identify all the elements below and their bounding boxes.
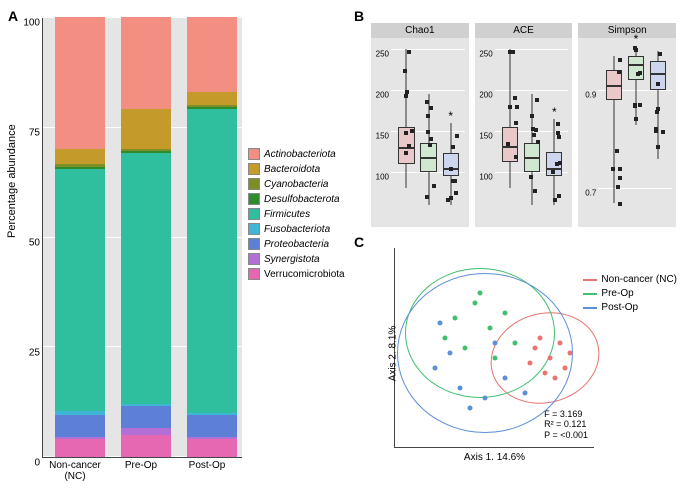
- point: [483, 396, 488, 401]
- seg-Verrucomicrobiota: [121, 435, 171, 457]
- facet-ACE: ACE*100150200250: [474, 22, 574, 228]
- panel-c: C Axis 1. 14.6% Axis 2. 8.1% F = 3.169 R…: [354, 234, 677, 496]
- panel-b: B Chao1*100150200250ACE*100150200250Simp…: [354, 8, 677, 228]
- point: [548, 356, 553, 361]
- sig-star: *: [634, 32, 639, 46]
- point: [558, 341, 563, 346]
- legend-item: Non-cancer (NC): [583, 274, 677, 285]
- facet-Simpson: Simpson*0.70.9: [577, 22, 677, 228]
- panel-c-label: C: [354, 234, 364, 250]
- stats-text: F = 3.169 R² = 0.121 P = <0.001: [544, 409, 588, 441]
- panel-a: A Percentage abundance 0255075100 Non-ca…: [8, 8, 348, 496]
- point: [543, 371, 548, 376]
- boxplot-box: [524, 143, 540, 172]
- point: [528, 361, 533, 366]
- legend-item: Verrucomicrobiota: [248, 268, 345, 280]
- facet-Chao1: Chao1*100150200250: [370, 22, 470, 228]
- point: [458, 386, 463, 391]
- point: [463, 346, 468, 351]
- seg-Actinobacteriota: [55, 17, 105, 149]
- point: [493, 341, 498, 346]
- seg-Proteobacteria: [55, 415, 105, 437]
- legend-c: Non-cancer (NC) Pre-Op Post-Op: [583, 274, 677, 316]
- ellipse: [397, 273, 573, 433]
- stacked-bar-chart: Percentage abundance 0255075100 Non-canc…: [42, 18, 242, 458]
- point: [493, 356, 498, 361]
- point: [453, 316, 458, 321]
- legend-item: Pre-Op: [583, 288, 677, 299]
- point: [468, 406, 473, 411]
- point: [503, 376, 508, 381]
- seg-Bacteroidota: [55, 149, 105, 164]
- seg-Verrucomicrobiota: [187, 439, 237, 457]
- boxplot-box: [606, 70, 622, 99]
- legend-item: Firmicutes: [248, 208, 345, 220]
- seg-Firmicutes: [55, 169, 105, 411]
- point: [448, 351, 453, 356]
- point: [438, 321, 443, 326]
- point: [443, 336, 448, 341]
- facet-title: Simpson: [578, 23, 676, 38]
- seg-Firmicutes: [121, 153, 171, 404]
- point: [523, 391, 528, 396]
- seg-Firmicutes: [187, 109, 237, 413]
- seg-Proteobacteria: [121, 406, 171, 428]
- seg-Actinobacteriota: [187, 17, 237, 92]
- legend-item: Actinobacteriota: [248, 148, 345, 160]
- boxplot-box: [628, 56, 644, 81]
- bar-1: [121, 17, 171, 457]
- point: [433, 366, 438, 371]
- seg-Bacteroidota: [121, 109, 171, 149]
- x-label: Post-Op: [174, 460, 240, 482]
- seg-Actinobacteriota: [121, 17, 171, 109]
- point: [478, 291, 483, 296]
- point: [563, 366, 568, 371]
- legend-item: Cyanobacteria: [248, 178, 345, 190]
- x-label: Non-cancer(NC): [42, 460, 108, 482]
- point: [568, 351, 573, 356]
- point: [473, 301, 478, 306]
- x-label: Pre-Op: [108, 460, 174, 482]
- pcoa-plot: Axis 1. 14.6% Axis 2. 8.1% F = 3.169 R² …: [394, 248, 594, 448]
- legend-item: Desulfobacterota: [248, 193, 345, 205]
- seg-Verrucomicrobiota: [55, 439, 105, 457]
- point: [513, 341, 518, 346]
- legend-item: Post-Op: [583, 302, 677, 313]
- legend-item: Fusobacteriota: [248, 223, 345, 235]
- legend-item: Synergistota: [248, 253, 345, 265]
- sig-star: *: [448, 109, 453, 123]
- boxplot-box: [420, 143, 436, 172]
- panel-b-label: B: [354, 8, 364, 24]
- point: [553, 376, 558, 381]
- seg-Synergistota: [121, 428, 171, 435]
- bar-0: [55, 17, 105, 457]
- facet-title: Chao1: [371, 23, 469, 38]
- legend-item: Proteobacteria: [248, 238, 345, 250]
- bar-2: [187, 17, 237, 457]
- sig-star: *: [552, 105, 557, 119]
- point: [533, 346, 538, 351]
- legend-item: Bacteroidota: [248, 163, 345, 175]
- facet-title: ACE: [475, 23, 573, 38]
- point: [503, 311, 508, 316]
- point: [488, 326, 493, 331]
- seg-Proteobacteria: [187, 415, 237, 437]
- seg-Bacteroidota: [187, 92, 237, 105]
- x-axis-label: Axis 1. 14.6%: [464, 452, 525, 463]
- boxplot-box: [443, 153, 459, 176]
- point: [538, 336, 543, 341]
- legend-a: Actinobacteriota Bacteroidota Cyanobacteri…: [248, 148, 345, 496]
